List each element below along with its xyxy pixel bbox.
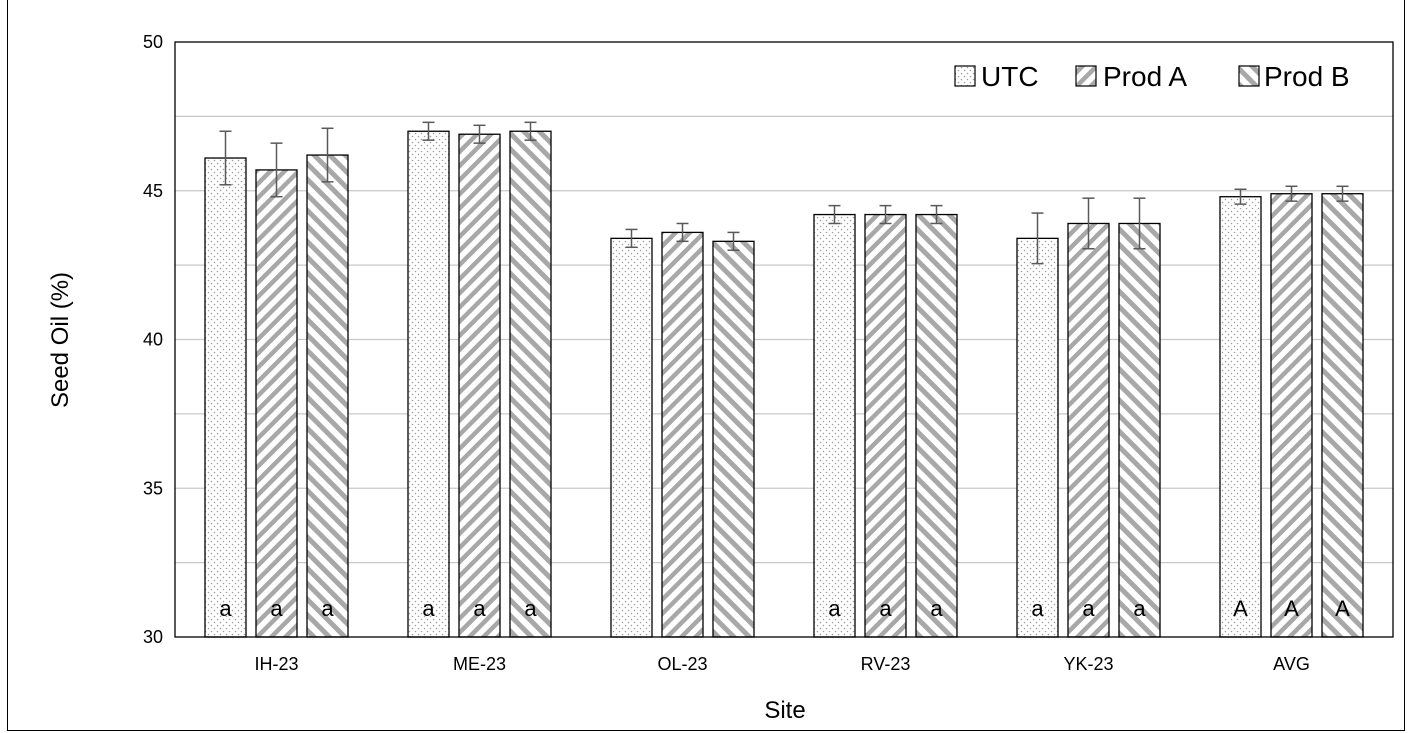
legend-swatch <box>954 65 976 87</box>
x-tick-label: RV-23 <box>861 654 911 674</box>
bar-prod-a <box>1067 222 1110 638</box>
y-axis-ticks: 30 35 40 45 50 <box>143 32 163 647</box>
y-tick-label: 40 <box>143 330 163 350</box>
y-tick-label: 45 <box>143 181 163 201</box>
bar-prod-a <box>661 231 704 638</box>
x-axis-title: Site <box>764 697 805 724</box>
bar-utc <box>1219 196 1262 638</box>
legend-label: Prod A <box>1103 61 1187 92</box>
legend-swatch <box>1075 65 1097 87</box>
bar-utc <box>1016 237 1059 638</box>
significance-letter: a <box>1031 596 1044 621</box>
x-tick-label: IH-23 <box>254 654 298 674</box>
significance-letter: a <box>422 596 435 621</box>
error-bars-group <box>219 121 1349 265</box>
y-tick-label: 35 <box>143 478 163 498</box>
bar-utc <box>610 237 653 638</box>
bars-group <box>204 130 1364 638</box>
bar-prod-b <box>1118 222 1161 638</box>
bar-prod-a <box>864 213 907 638</box>
bar-prod-b <box>306 154 349 638</box>
y-axis-title: Seed Oil (%) <box>47 272 74 408</box>
significance-letter: A <box>1335 596 1350 621</box>
bar-prod-b <box>712 240 755 638</box>
significance-letter: a <box>930 596 943 621</box>
bar-prod-b <box>915 213 958 638</box>
y-tick-label: 30 <box>143 627 163 647</box>
significance-letter: A <box>1233 596 1248 621</box>
significance-letter: a <box>270 596 283 621</box>
legend-label: UTC <box>981 61 1039 92</box>
significance-letter: a <box>524 596 537 621</box>
significance-letter: a <box>1082 596 1095 621</box>
bar-utc <box>407 130 450 638</box>
bar-utc <box>204 157 247 638</box>
bar-prod-a <box>458 133 501 638</box>
x-axis-ticks: IH-23 ME-23 OL-23 RV-23 YK-23 AVG <box>254 654 1309 674</box>
legend-swatch <box>1238 65 1260 87</box>
x-tick-label: OL-23 <box>657 654 707 674</box>
bar-prod-a <box>255 169 298 638</box>
y-tick-label: 50 <box>143 32 163 52</box>
significance-letter: a <box>321 596 334 621</box>
bar-prod-b <box>509 130 552 638</box>
bar-prod-a <box>1270 193 1313 638</box>
significance-letter: a <box>879 596 892 621</box>
legend: UTC Prod A Prod B <box>954 61 1350 92</box>
significance-letter: a <box>828 596 841 621</box>
plot-area-border <box>174 41 1394 638</box>
bar-prod-b <box>1321 193 1364 638</box>
x-tick-label: ME-23 <box>453 654 506 674</box>
significance-letter: A <box>1284 596 1299 621</box>
x-tick-label: YK-23 <box>1063 654 1113 674</box>
x-tick-label: AVG <box>1273 654 1310 674</box>
bar-utc <box>813 213 856 638</box>
significance-letter: a <box>1133 596 1146 621</box>
significance-letter: a <box>219 596 232 621</box>
significance-letter: a <box>473 596 486 621</box>
gridlines <box>175 115 1393 564</box>
legend-label: Prod B <box>1264 61 1350 92</box>
